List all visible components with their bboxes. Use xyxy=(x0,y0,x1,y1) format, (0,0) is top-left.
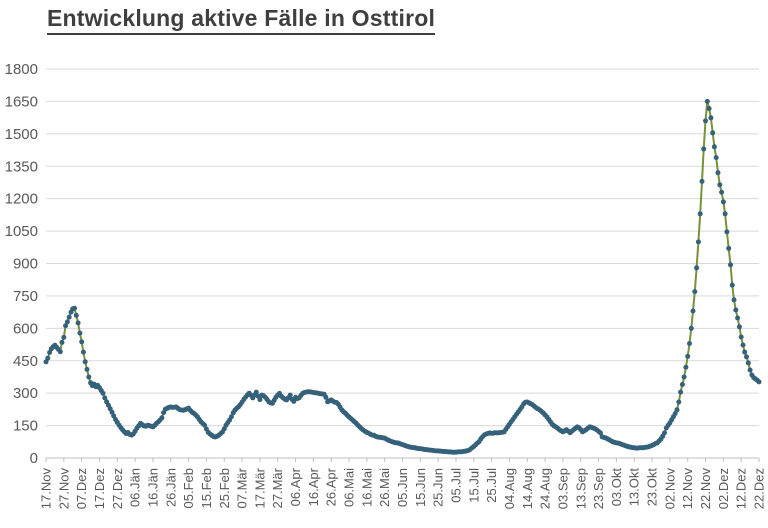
y-tick-label: 300 xyxy=(13,385,38,402)
x-tick-label: 26.Apr xyxy=(324,467,339,506)
x-tick-label: 03.Sep xyxy=(555,468,570,509)
chart-title: Entwicklung aktive Fälle in Osttirol xyxy=(47,5,436,35)
y-tick-label: 750 xyxy=(13,288,38,305)
x-tick-label: 07.Mär xyxy=(235,467,250,508)
x-tick-label: 02.Dez xyxy=(716,468,731,509)
x-tick-label: 05.Feb xyxy=(181,468,196,508)
y-tick-label: 600 xyxy=(13,320,38,337)
x-tick-label: 04.Aug xyxy=(502,468,517,509)
x-tick-label: 23.Sep xyxy=(591,468,606,509)
x-tick-label: 17.Dez xyxy=(92,468,107,509)
x-tick-label: 24.Aug xyxy=(538,468,553,509)
x-tick-label: 17.Nov xyxy=(39,468,54,510)
x-tick-label: 05.Jul xyxy=(448,468,463,503)
y-axis-labels: 0 150 300 450 600 750 900 1050 1200 1350 1500 1650 1… xyxy=(5,61,38,467)
x-tick-label: 03.Okt xyxy=(609,468,624,507)
x-tick-label: 25.Jun xyxy=(431,468,446,507)
x-tick-label: 06.Apr xyxy=(288,467,303,506)
y-tick-label: 1650 xyxy=(5,93,38,110)
data-markers xyxy=(43,98,762,455)
y-tick-label: 0 xyxy=(30,450,38,467)
x-tick-label: 07.Dez xyxy=(74,468,89,509)
x-tick-label: 16.Mai xyxy=(359,468,374,507)
x-tick-label: 15.Jun xyxy=(413,468,428,507)
y-tick-label: 1350 xyxy=(5,158,38,175)
x-tick-label: 27.Mär xyxy=(270,467,285,508)
y-tick-label: 150 xyxy=(13,418,38,435)
x-tick-label: 25.Jul xyxy=(484,468,499,503)
x-tick-label: 22.Dez xyxy=(752,468,767,509)
x-tick-label: 12.Nov xyxy=(680,468,695,510)
x-tick-label: 05.Jun xyxy=(395,468,410,507)
y-tick-label: 1800 xyxy=(5,61,38,78)
x-axis: 17.Nov 27.Nov 07.Dez 17.Dez 27.Dez 06.Jän 16.J… xyxy=(39,458,767,509)
x-tick-label: 26.Jän xyxy=(163,468,178,507)
x-tick-label: 27.Nov xyxy=(56,468,71,510)
x-tick-label: 06.Mai xyxy=(342,468,357,507)
x-tick-label: 27.Dez xyxy=(110,468,125,509)
x-tick-label: 15.Feb xyxy=(199,468,214,508)
y-tick-label: 1500 xyxy=(5,126,38,143)
x-tick-label: 13.Okt xyxy=(627,468,642,507)
data-line xyxy=(45,100,760,454)
x-tick-label: 17.Mär xyxy=(252,467,267,508)
y-tick-label: 900 xyxy=(13,256,38,273)
x-tick-label: 15.Jul xyxy=(466,468,481,503)
x-tick-label: 23.Okt xyxy=(645,468,660,507)
x-tick-label: 16.Apr xyxy=(306,467,321,506)
x-tick-label: 02.Nov xyxy=(662,468,677,510)
x-tick-label: 26.Mai xyxy=(377,468,392,507)
y-tick-label: 1200 xyxy=(5,191,38,208)
x-tick-label: 25.Feb xyxy=(217,468,232,508)
x-tick-label: 13.Sep xyxy=(573,468,588,509)
x-tick-label: 22.Nov xyxy=(698,468,713,510)
x-tick-label: 14.Aug xyxy=(520,468,535,509)
y-gridlines xyxy=(46,68,759,459)
y-tick-label: 450 xyxy=(13,353,38,370)
x-tick-label: 16.Jän xyxy=(145,468,160,507)
x-tick-label: 12.Dez xyxy=(734,468,749,509)
y-tick-label: 1050 xyxy=(5,223,38,240)
x-tick-label: 06.Jän xyxy=(128,468,143,507)
